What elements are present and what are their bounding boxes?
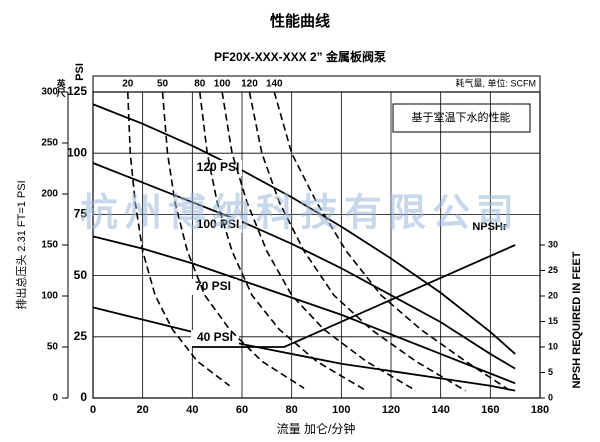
curve-label: 100 PSI [197,217,240,231]
pressure-curve [92,162,516,370]
y-axis-title: 排出总压头 2.31 FT=1 PSI [14,180,28,309]
curve-label: 70 PSI [195,279,231,293]
x-tick-label: 140 [431,404,449,416]
air-tick-label: 50 [157,79,169,90]
air-tick-label: 140 [266,79,283,90]
plot: 0 20 40 60 80 100 120 140 160 1800255075100125050… [41,79,558,416]
x-axis-title: 流量 加仑/分钟 [277,421,356,436]
air-curve [273,91,511,392]
x-tick-label: 100 [332,404,350,416]
curve-label-bg [191,330,239,346]
y3-tick-label: 250 [41,138,58,149]
y3-unit: 英尺 [55,78,66,98]
y2-tick-label: 20 [548,290,558,300]
air-curve [221,91,417,392]
y3-tick-label: 50 [47,342,59,353]
y-tick-label: 75 [74,207,88,221]
y3-tick-label: 0 [52,393,58,404]
y3-tick-label: 200 [41,189,58,200]
y3-tick-label: 300 [41,87,58,98]
air-label: 耗气量, 单位: SCFM [456,77,537,88]
y-tick-label: 100 [67,145,87,159]
air-tick-label: 20 [122,79,134,90]
x-tick-label: 20 [137,404,149,416]
air-tick-label: 120 [241,79,258,90]
air-tick-label: 80 [194,79,206,90]
annotation: 基于室温下水的性能 [412,110,511,124]
y-tick-label: 125 [67,84,87,98]
curve-label: 40 PSI [197,330,233,344]
chart-subtitle: PF20X-XXX-XXX 2” 金属板阀泵 [214,49,386,64]
x-tick-label: 180 [531,404,549,416]
y3-tick-label: 150 [41,240,58,251]
y-tick-label: 50 [74,268,88,282]
y2-tick-label: 15 [548,316,558,326]
x-tick-label: 0 [90,404,96,416]
x-tick-label: 80 [286,404,298,416]
y-tick-label: 25 [74,329,88,343]
x-tick-label: 160 [481,404,499,416]
pressure-curve [92,306,516,392]
annotation-box [392,103,531,133]
y2-tick-label: 10 [548,341,558,351]
npsh-label: NPSHr [472,221,508,233]
y2-axis-title: NPSH REQUIRED IN FEET [571,251,583,388]
npsh-curve [192,244,516,348]
chart-title: 性能曲线 [270,12,330,30]
y2-tick-label: 0 [548,392,553,402]
air-curve [126,91,231,387]
y-tick-label: 0 [80,390,87,404]
y3-tick-label: 100 [41,291,58,302]
x-tick-label: 120 [382,404,400,416]
watermark: 杭州博纳科技有限公司 [80,190,520,235]
x-tick-label: 60 [236,404,248,416]
air-curve [161,91,305,389]
y-unit: PSI [74,63,86,81]
pressure-curve [92,103,516,355]
air-curve [198,91,367,392]
air-curve [248,91,466,392]
curve-label-bg [194,217,242,233]
plot-frame [92,91,541,399]
air-tick-label: 100 [214,79,231,90]
curve-label: 120 PSI [197,160,240,174]
x-tick-label: 40 [186,404,198,416]
y2-tick-label: 30 [548,239,558,249]
curve-label-bg [194,160,242,176]
curve-label-bg [189,279,237,295]
y2-tick-label: 25 [548,265,558,275]
pressure-curve [92,235,516,385]
y2-tick-label: 5 [548,367,553,377]
